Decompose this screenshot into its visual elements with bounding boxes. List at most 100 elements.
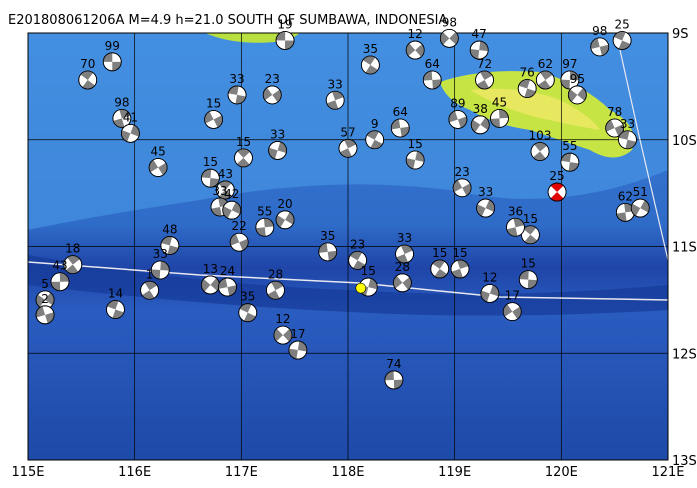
beachball-outline bbox=[338, 138, 358, 158]
focal-mechanism bbox=[450, 259, 470, 279]
depth-label: 95 bbox=[570, 72, 585, 86]
y-tick-label: 10S bbox=[672, 134, 697, 149]
beachball-outline bbox=[392, 273, 412, 293]
focal-mechanism bbox=[35, 305, 55, 325]
compressional-quadrant bbox=[112, 61, 122, 71]
compressional-quadrant bbox=[527, 279, 538, 289]
focal-mechanism bbox=[430, 259, 450, 279]
depth-label: 15 bbox=[206, 96, 221, 110]
focal-mechanism bbox=[204, 110, 224, 129]
focal-mechanism bbox=[288, 340, 308, 360]
focal-mechanism bbox=[518, 270, 538, 289]
compressional-quadrant bbox=[263, 218, 274, 228]
compressional-quadrant bbox=[434, 268, 448, 278]
compressional-quadrant bbox=[365, 65, 378, 75]
depth-label: 48 bbox=[162, 222, 177, 236]
compressional-quadrant bbox=[423, 70, 433, 81]
y-tick-label: 13S bbox=[672, 454, 697, 469]
focal-mechanism bbox=[469, 40, 489, 60]
depth-label: 19 bbox=[277, 17, 292, 31]
depth-label: 89 bbox=[450, 96, 465, 110]
map-frame bbox=[27, 32, 669, 461]
beachball-outline bbox=[470, 115, 490, 135]
beachball-outline bbox=[200, 168, 220, 188]
compressional-quadrant bbox=[235, 94, 246, 104]
beachball-outline bbox=[106, 300, 125, 319]
depth-label: 33 bbox=[153, 247, 168, 261]
compressional-quadrant bbox=[219, 189, 233, 199]
compressional-quadrant bbox=[599, 44, 609, 56]
focal-mechanism bbox=[476, 198, 496, 218]
beachball-outline bbox=[112, 109, 132, 128]
x-tick-label: 119E bbox=[438, 465, 471, 480]
compressional-quadrant bbox=[384, 370, 394, 381]
focal-mechanism bbox=[448, 110, 468, 129]
beachball-outline bbox=[262, 85, 282, 105]
beachball-outline bbox=[439, 28, 459, 48]
depth-label: 15 bbox=[452, 246, 467, 260]
compressional-quadrant bbox=[631, 203, 641, 216]
compressional-quadrant bbox=[523, 225, 537, 235]
compressional-quadrant bbox=[401, 244, 413, 254]
beachball-outline bbox=[35, 305, 55, 325]
focal-mechanism bbox=[365, 130, 385, 150]
depth-label: 33 bbox=[212, 184, 227, 198]
depth-label: 24 bbox=[220, 264, 235, 278]
focal-mechanism bbox=[102, 52, 122, 72]
depth-label: 78 bbox=[607, 105, 622, 119]
focal-mechanism bbox=[215, 180, 235, 200]
beachball-outline bbox=[384, 370, 404, 390]
compressional-quadrant bbox=[618, 40, 631, 50]
depth-label: 41 bbox=[123, 110, 138, 124]
compressional-quadrant bbox=[415, 44, 425, 57]
compressional-quadrant bbox=[344, 139, 357, 149]
depth-label: 23 bbox=[265, 72, 280, 86]
beachball-outline bbox=[590, 37, 610, 57]
beachball-outline bbox=[234, 148, 253, 168]
depth-label: 43 bbox=[52, 259, 67, 273]
depth-label: 25 bbox=[549, 169, 564, 183]
beachball-outline bbox=[255, 217, 275, 237]
y-tick-label: 11S bbox=[672, 241, 697, 256]
beachball-outline bbox=[78, 70, 98, 90]
compressional-quadrant bbox=[59, 272, 69, 282]
focal-mechanism bbox=[560, 152, 580, 172]
focal-mechanism bbox=[348, 250, 368, 270]
depth-label: 12 bbox=[482, 270, 497, 284]
beachball-outline bbox=[518, 270, 538, 289]
beachball-outline bbox=[395, 244, 414, 264]
focal-mechanism bbox=[78, 70, 98, 90]
compressional-quadrant bbox=[67, 255, 80, 265]
compressional-quadrant bbox=[362, 56, 376, 66]
x-tick-label: 120E bbox=[545, 465, 578, 480]
compressional-quadrant bbox=[440, 32, 450, 45]
depth-label: 15 bbox=[521, 257, 536, 271]
compressional-quadrant bbox=[263, 87, 273, 101]
compressional-quadrant bbox=[318, 242, 328, 253]
depth-label: 13 bbox=[203, 262, 218, 276]
compressional-quadrant bbox=[560, 153, 572, 163]
compressional-quadrant bbox=[470, 48, 480, 60]
compressional-quadrant bbox=[605, 119, 615, 132]
focal-mechanism bbox=[160, 236, 180, 255]
compressional-quadrant bbox=[36, 294, 46, 308]
compressional-quadrant bbox=[453, 179, 463, 193]
beachball-outline bbox=[405, 40, 425, 60]
beachball-outline bbox=[475, 70, 494, 90]
compressional-quadrant bbox=[479, 41, 489, 52]
beachball-outline bbox=[275, 31, 295, 50]
compressional-quadrant bbox=[267, 290, 280, 300]
focal-mechanism bbox=[222, 200, 242, 220]
compressional-quadrant bbox=[533, 151, 546, 161]
compressional-quadrant bbox=[613, 31, 626, 41]
beachball-outline bbox=[535, 70, 555, 90]
compressional-quadrant bbox=[231, 202, 241, 215]
beachball-outline bbox=[530, 142, 550, 161]
depth-label: 25 bbox=[614, 17, 629, 31]
beachball-outline bbox=[490, 109, 509, 128]
focal-mechanism bbox=[150, 260, 170, 280]
depth-label: 5 bbox=[41, 277, 49, 291]
depth-label: 103 bbox=[529, 128, 552, 142]
compressional-quadrant bbox=[640, 200, 650, 213]
x-tick-label: 116E bbox=[118, 465, 151, 480]
